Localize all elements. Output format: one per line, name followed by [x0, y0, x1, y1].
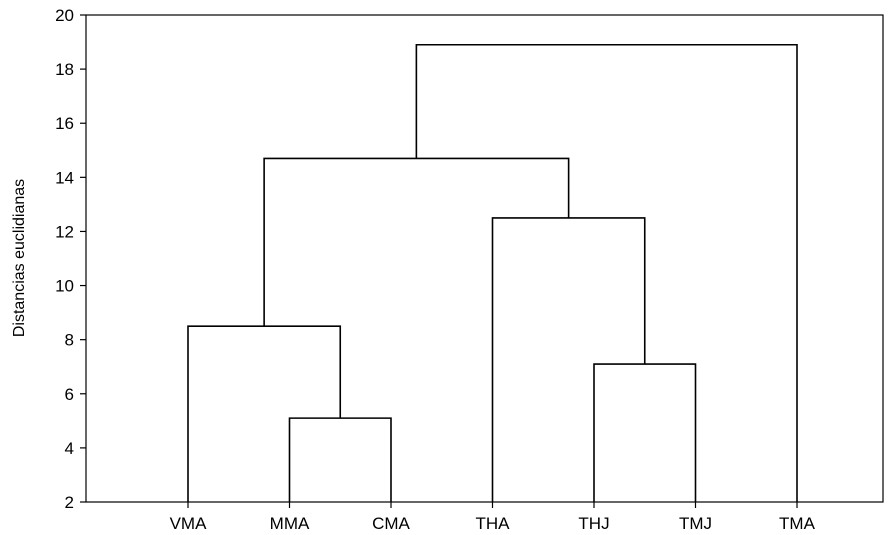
leaf-label-tha: THA [476, 514, 511, 533]
y-tick-label: 18 [55, 60, 74, 79]
cluster-link-5 [263, 157, 570, 327]
y-tick-label: 6 [65, 385, 74, 404]
y-tick-label: 14 [55, 168, 74, 187]
cluster-link-4 [491, 217, 646, 502]
y-axis-title: Distancias euclidianas [11, 179, 28, 337]
leaf-label-tma: TMA [779, 514, 816, 533]
dendrogram-links [187, 43, 798, 502]
cluster-link-3 [187, 325, 342, 502]
cluster-link-1 [288, 417, 392, 502]
cluster-link-2 [593, 363, 697, 502]
x-axis: VMA MMA CMA THA THJ TMJ TMA [170, 502, 816, 533]
y-tick-label: 4 [65, 439, 74, 458]
y-tick-label: 8 [65, 331, 74, 350]
leaf-label-vma: VMA [170, 514, 208, 533]
y-tick-label: 16 [55, 114, 74, 133]
leaf-label-mma: MMA [270, 514, 310, 533]
leaf-label-tmj: TMJ [679, 514, 712, 533]
y-tick-label: 12 [55, 222, 74, 241]
y-tick-label: 10 [55, 277, 74, 296]
y-axis: 2 4 6 8 10 12 14 16 18 20 [55, 6, 86, 512]
leaf-label-thj: THJ [578, 514, 609, 533]
y-tick-label: 2 [65, 493, 74, 512]
y-tick-label: 20 [55, 6, 74, 25]
plot-frame [85, 14, 884, 503]
cluster-link-6 [415, 43, 798, 502]
leaf-label-cma: CMA [372, 514, 410, 533]
